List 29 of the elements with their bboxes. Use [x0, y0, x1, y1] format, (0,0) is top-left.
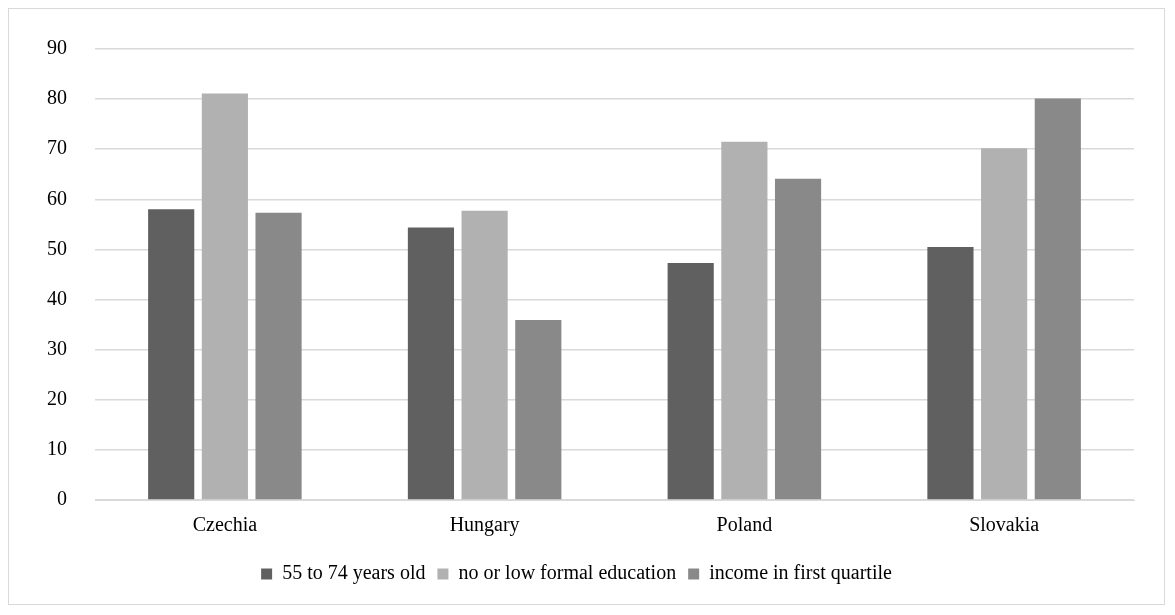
bar	[927, 246, 974, 500]
bar	[255, 212, 302, 500]
legend-label: no or low formal education	[458, 561, 677, 584]
y-tick-label: 60	[47, 186, 67, 209]
y-tick-label: 40	[47, 286, 67, 309]
bar	[667, 262, 714, 500]
y-tick-label: 50	[47, 236, 67, 259]
bar	[148, 209, 195, 500]
y-tick-label: 80	[47, 86, 67, 109]
y-tick-label: 70	[47, 136, 67, 159]
bar	[201, 93, 248, 500]
bar	[407, 227, 455, 500]
y-tick-label: 30	[47, 336, 67, 359]
x-tick-label: Hungary	[449, 513, 520, 537]
x-tick-label: Poland	[716, 513, 773, 536]
y-tick-label: 10	[47, 437, 67, 460]
legend-label: income in first quartile	[709, 561, 892, 585]
bar	[774, 178, 822, 500]
y-tick-label: 20	[47, 387, 67, 410]
bar	[721, 141, 768, 500]
bar	[1034, 98, 1081, 500]
bar	[515, 320, 562, 500]
y-tick-label: 0	[57, 487, 67, 510]
y-tick-label: 90	[47, 36, 67, 59]
bar	[461, 210, 508, 500]
x-tick-label: Slovakia	[969, 513, 1040, 536]
legend-label: 55 to 74 years old	[282, 561, 426, 585]
x-tick-label: Czechia	[192, 513, 258, 536]
bar	[981, 148, 1028, 500]
